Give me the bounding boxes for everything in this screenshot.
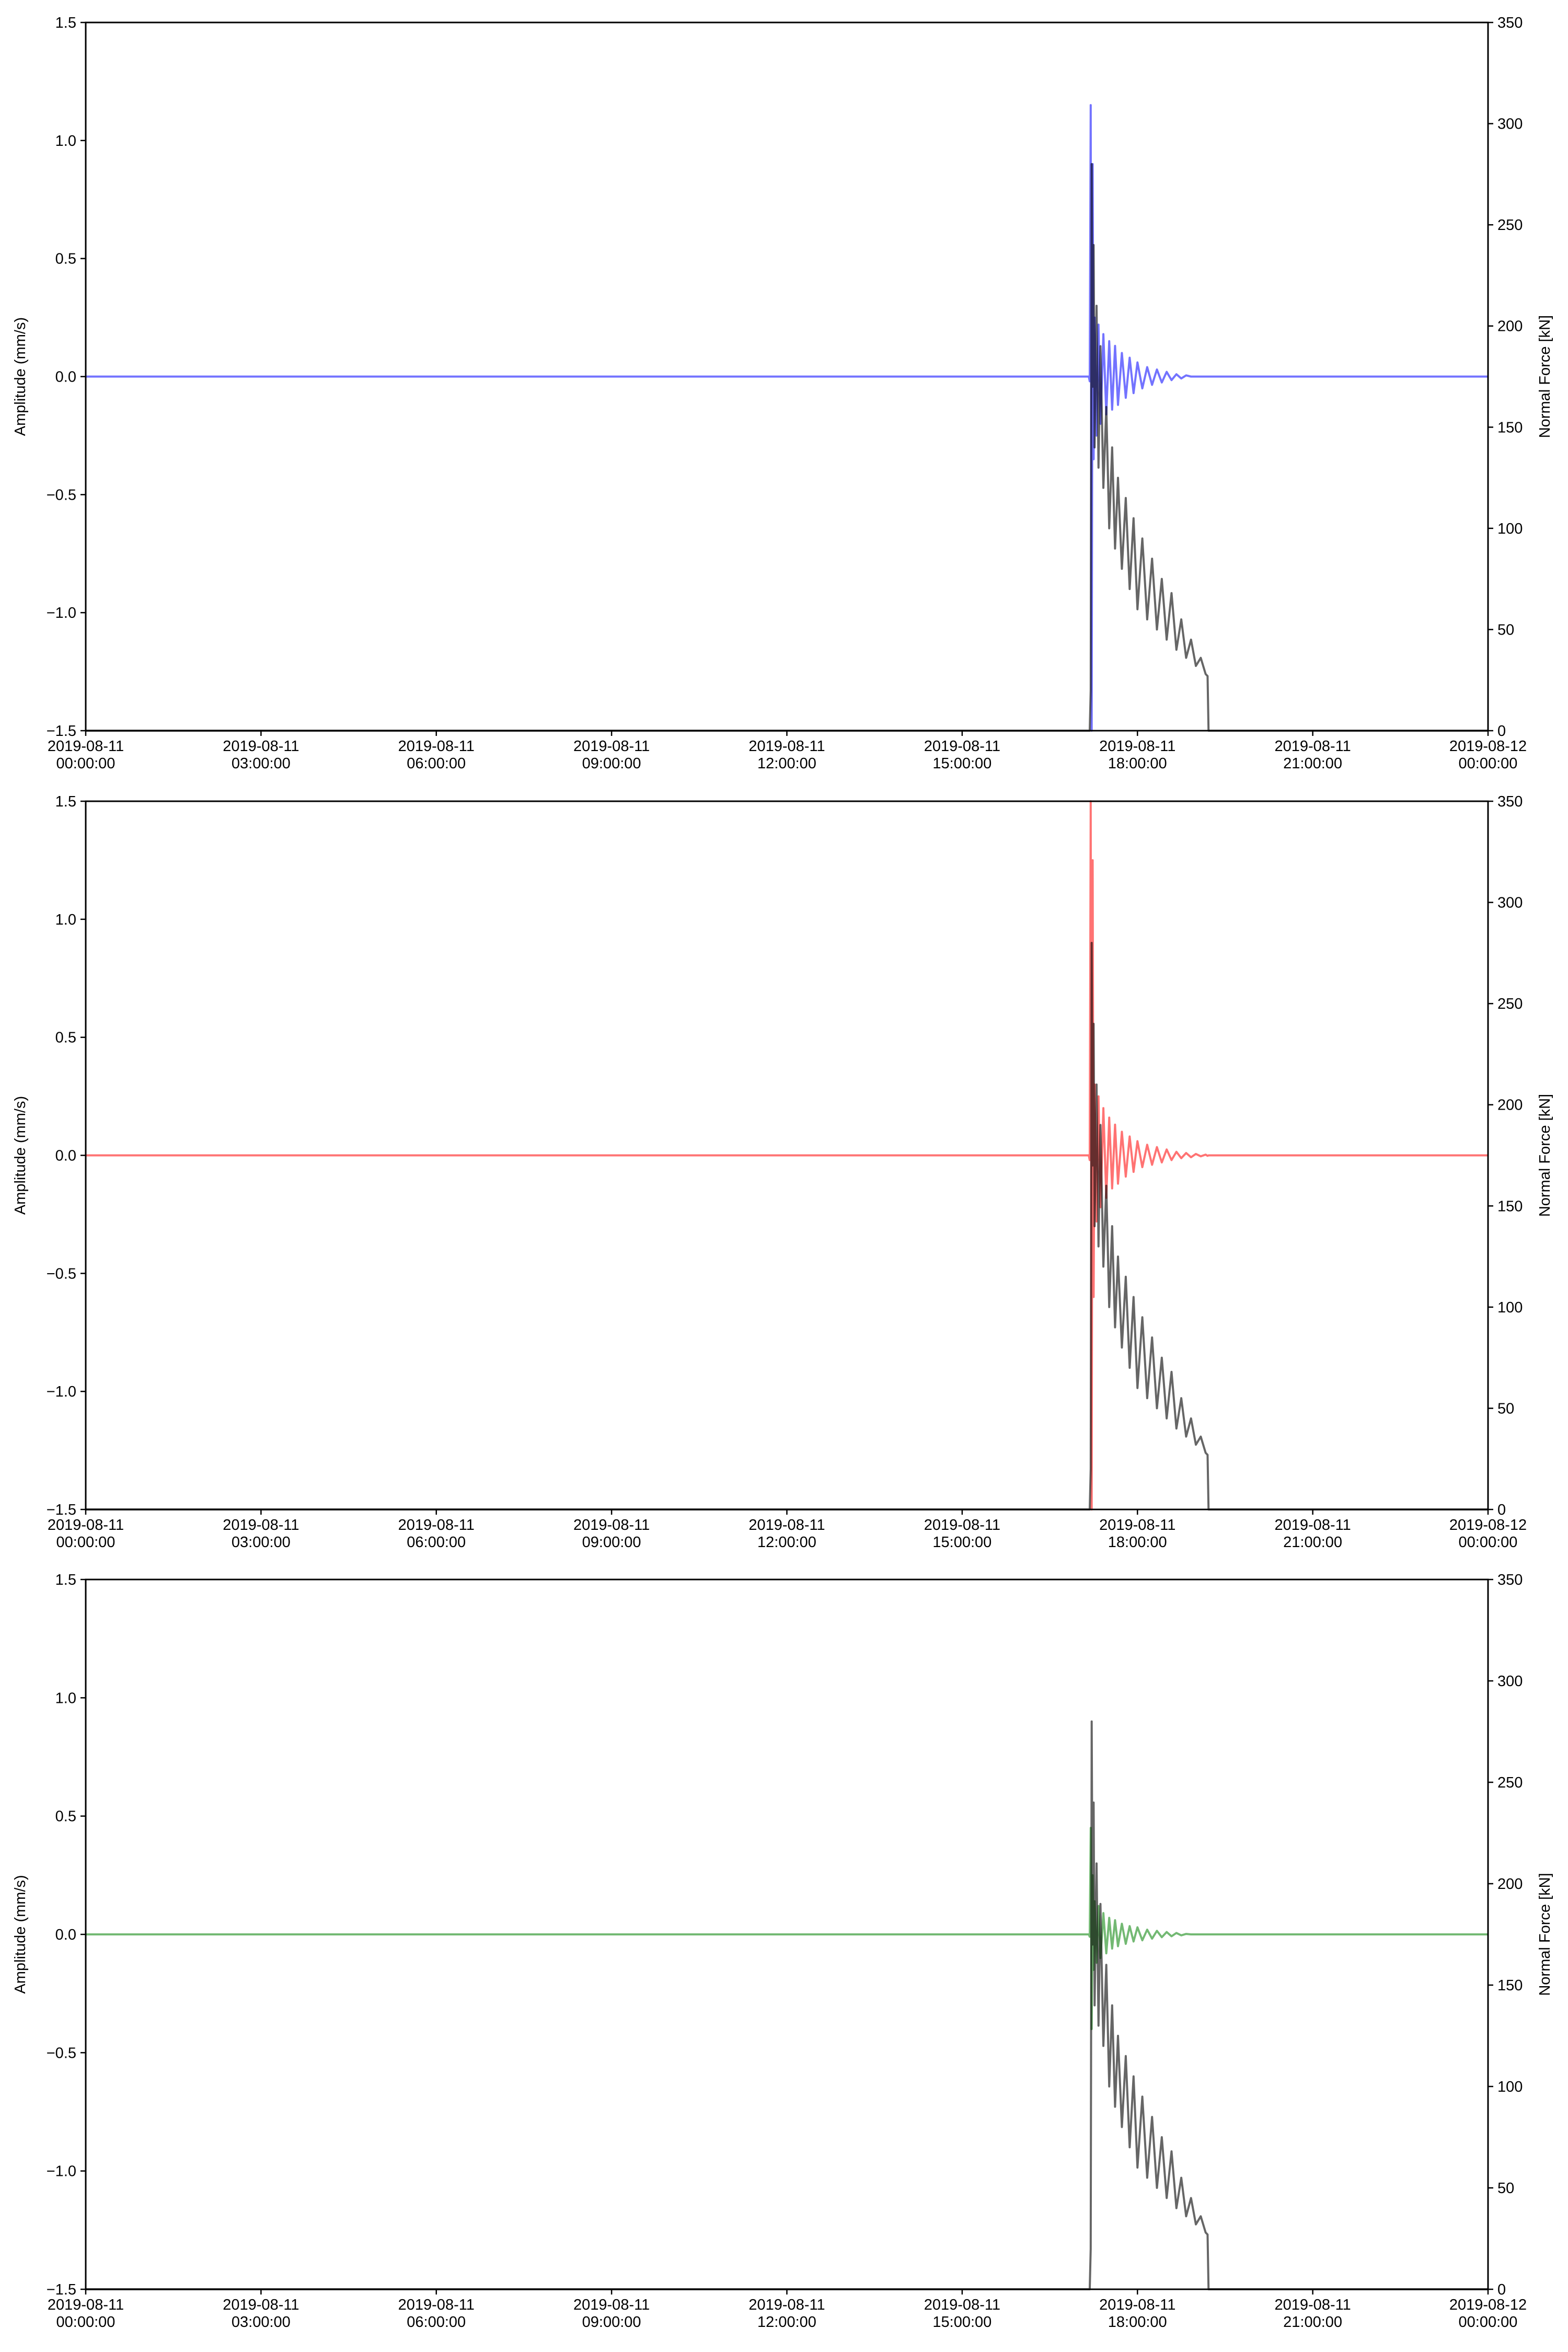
y2-tick-label: 200: [1497, 1876, 1523, 1893]
y2-tick-label: 0: [1497, 1502, 1506, 1518]
amplitude-line: [86, 800, 1488, 1511]
y-tick-label: 0.5: [55, 1808, 76, 1825]
x-tick-label: 2019-08-11 00:00:00: [47, 2297, 124, 2331]
force-line: [86, 942, 1488, 1511]
y2-tick-label: 250: [1497, 1774, 1523, 1791]
x-tick-label: 2019-08-11 15:00:00: [924, 2297, 1000, 2331]
y2-tick-label: 50: [1497, 1400, 1514, 1417]
y-tick-label: 0.5: [55, 251, 76, 268]
y2-tick-label: 350: [1497, 15, 1523, 31]
y-axis-label: Amplitude (mm/s): [12, 317, 29, 436]
y-tick-label: 1.0: [55, 133, 76, 149]
y-tick-label: 1.5: [55, 15, 76, 31]
x-tick-label: 2019-08-11 12:00:00: [748, 1517, 825, 1551]
y-tick-label: 1.5: [55, 1572, 76, 1588]
x-tick-label: 2019-08-11 09:00:00: [573, 738, 650, 772]
x-tick-label: 2019-08-11 15:00:00: [924, 1517, 1000, 1551]
panel: −1.5 −1.0 −0.5 0.0 0.5 1.0 1.5 0 50 100 150 200 250 3…: [12, 15, 1553, 740]
y2-tick-label: 300: [1497, 1673, 1523, 1690]
y-tick-label: −1.0: [47, 605, 76, 621]
y-tick-label: −0.5: [47, 1265, 76, 1282]
y2-tick-label: 0: [1497, 723, 1506, 740]
y-tick-label: −1.5: [47, 723, 76, 740]
y-tick-label: 1.0: [55, 912, 76, 928]
y2-tick-label: 350: [1497, 793, 1523, 810]
x-tick-label: 2019-08-11 03:00:00: [223, 1517, 299, 1551]
x-tick-label: 2019-08-11 15:00:00: [924, 738, 1000, 772]
y2-tick-label: 100: [1497, 2079, 1523, 2095]
x-tick-label: 2019-08-11 09:00:00: [573, 1517, 650, 1551]
x-tick-label: 2019-08-11 03:00:00: [223, 2297, 299, 2331]
y2-axis-label: Normal Force [kN]: [1537, 1094, 1553, 1217]
x-tick-label: 2019-08-11 00:00:00: [47, 1517, 124, 1551]
force-line: [86, 1720, 1488, 2290]
x-tick-label: 2019-08-11 21:00:00: [1274, 2297, 1351, 2331]
x-tick-label: 2019-08-12 00:00:00: [1449, 1517, 1527, 1551]
x-tick-label: 2019-08-12 00:00:00: [1449, 738, 1527, 772]
y-axis-label: Amplitude (mm/s): [12, 1096, 29, 1215]
x-tick-label: 2019-08-11 06:00:00: [398, 1517, 475, 1551]
x-tick-label: 2019-08-11 21:00:00: [1274, 738, 1351, 772]
y-tick-label: 0.5: [55, 1030, 76, 1046]
y2-tick-label: 250: [1497, 996, 1523, 1012]
y2-tick-label: 150: [1497, 1198, 1523, 1215]
x-tick-label: 2019-08-11 18:00:00: [1099, 1517, 1176, 1551]
y2-axis-label: Normal Force [kN]: [1537, 1873, 1553, 1996]
y2-tick-label: 300: [1497, 116, 1523, 133]
x-tick-label: 2019-08-11 18:00:00: [1099, 2297, 1176, 2331]
panel: −1.5 −1.0 −0.5 0.0 0.5 1.0 1.5 0 50 100 150 200 250 3…: [12, 1572, 1553, 2298]
y2-tick-label: 300: [1497, 895, 1523, 912]
y-tick-label: −1.5: [47, 1502, 76, 1518]
y2-axis-label: Normal Force [kN]: [1537, 315, 1553, 438]
y2-tick-label: 200: [1497, 1097, 1523, 1114]
x-tick-label: 2019-08-11 18:00:00: [1099, 738, 1176, 772]
x-tick-label: 2019-08-11 21:00:00: [1274, 1517, 1351, 1551]
x-tick-label: 2019-08-11 00:00:00: [47, 738, 124, 772]
y-tick-label: −1.5: [47, 2281, 76, 2298]
x-tick-label: 2019-08-11 12:00:00: [748, 2297, 825, 2331]
y-axis-label: Amplitude (mm/s): [12, 1875, 29, 1993]
x-tick-label: 2019-08-11 03:00:00: [223, 738, 299, 772]
y-tick-label: 0.0: [55, 1927, 76, 1943]
y2-tick-label: 50: [1497, 621, 1514, 638]
y2-tick-label: 100: [1497, 521, 1523, 537]
x-tick-label: 2019-08-11 06:00:00: [398, 2297, 475, 2331]
y2-tick-label: 50: [1497, 2180, 1514, 2197]
amplitude-line: [86, 104, 1488, 732]
y2-tick-label: 150: [1497, 419, 1523, 436]
x-tick-label: 2019-08-11 12:00:00: [748, 738, 825, 772]
y-tick-label: 1.5: [55, 793, 76, 810]
panel: −1.5 −1.0 −0.5 0.0 0.5 1.0 1.5 0 50 100 150 200 250 3…: [12, 793, 1553, 1518]
y-tick-label: 1.0: [55, 1690, 76, 1707]
y-tick-label: −1.0: [47, 1383, 76, 1400]
amplitude-line: [86, 1827, 1488, 2031]
y2-tick-label: 250: [1497, 217, 1523, 234]
x-tick-label: 2019-08-12 00:00:00: [1449, 2297, 1527, 2331]
y2-tick-label: 350: [1497, 1572, 1523, 1588]
x-tick-label: 2019-08-11 06:00:00: [398, 738, 475, 772]
y2-tick-label: 150: [1497, 1977, 1523, 1994]
x-tick-label: 2019-08-11 09:00:00: [573, 2297, 650, 2331]
y2-tick-label: 200: [1497, 318, 1523, 335]
force-line: [86, 163, 1488, 732]
y-tick-label: −0.5: [47, 2045, 76, 2061]
y-tick-label: −0.5: [47, 487, 76, 503]
y2-tick-label: 100: [1497, 1299, 1523, 1316]
y-tick-label: 0.0: [55, 369, 76, 386]
y2-tick-label: 0: [1497, 2281, 1506, 2298]
y-tick-label: −1.0: [47, 2163, 76, 2180]
y-tick-label: 0.0: [55, 1148, 76, 1165]
